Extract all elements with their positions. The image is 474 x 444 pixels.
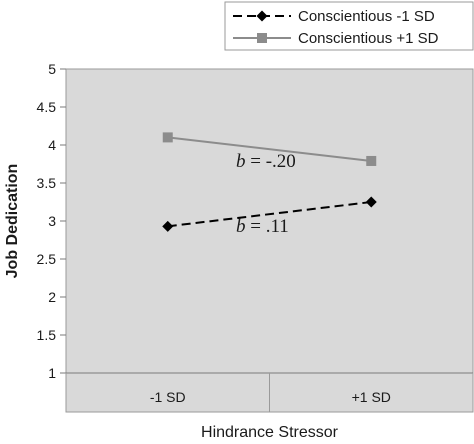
- y-tick-label: 2.5: [37, 251, 57, 267]
- legend-label: Conscientious -1 SD: [298, 8, 435, 25]
- plot-area: [65, 68, 474, 413]
- legend-entry: Conscientious +1 SD: [233, 30, 439, 47]
- legend-label: Conscientious +1 SD: [298, 30, 439, 47]
- y-tick-label: 4: [48, 137, 56, 153]
- y-tick-label: 1.5: [37, 327, 57, 343]
- annotation-value: = -.20: [246, 151, 296, 172]
- annotation-value: = .11: [246, 216, 289, 237]
- data-point: [365, 196, 377, 208]
- y-tick-label: 3.5: [37, 175, 57, 191]
- x-tick-label: +1 SD: [352, 389, 391, 405]
- legend-marker: [256, 10, 268, 22]
- data-point: [366, 155, 377, 166]
- series-1: [162, 196, 377, 232]
- annotation-symbol: b: [236, 151, 246, 172]
- y-tick-label: 1: [48, 365, 56, 381]
- series-line: [167, 136, 372, 162]
- x-tick-label: -1 SD: [150, 389, 186, 405]
- data-point: [162, 220, 174, 232]
- legend-marker: [257, 33, 267, 43]
- y-axis-ticks: 1 1.5 2 2.5 3 3.5 4 4.5 5: [37, 61, 66, 381]
- annotations: b = -.20b = .11: [236, 151, 296, 237]
- y-tick-label: 3: [48, 213, 56, 229]
- slope-annotation: b = -.20: [236, 151, 296, 172]
- series-line: [167, 201, 372, 228]
- y-tick-label: 2: [48, 289, 56, 305]
- legend: Conscientious -1 SD Conscientious +1 SD: [224, 1, 474, 51]
- series-2: [162, 132, 377, 166]
- x-axis: -1 SD +1 SD: [65, 372, 474, 412]
- slope-annotation: b = .11: [236, 216, 289, 237]
- y-tick-label: 5: [48, 61, 56, 77]
- series-layer: [162, 132, 377, 232]
- y-tick-label: 4.5: [37, 99, 57, 115]
- y-axis-label: Job Dedication: [4, 164, 21, 279]
- annotation-symbol: b: [236, 216, 246, 237]
- data-point: [162, 132, 173, 143]
- x-axis-label: Hindrance Stressor: [201, 424, 339, 441]
- legend-entry: Conscientious -1 SD: [233, 8, 435, 25]
